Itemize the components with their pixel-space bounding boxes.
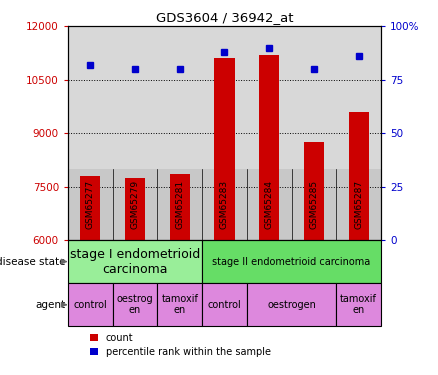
- Bar: [68, 169, 381, 240]
- Text: GSM65283: GSM65283: [220, 180, 229, 229]
- Bar: [259, 55, 279, 240]
- Bar: [202, 240, 381, 283]
- Text: oestrogen: oestrogen: [267, 300, 316, 310]
- Bar: [113, 283, 157, 326]
- Bar: [157, 283, 202, 326]
- Text: tamoxif
en: tamoxif en: [161, 294, 198, 315]
- Title: GDS3604 / 36942_at: GDS3604 / 36942_at: [156, 11, 293, 24]
- Text: control: control: [208, 300, 241, 310]
- Bar: [80, 176, 100, 240]
- Text: oestrog
en: oestrog en: [117, 294, 153, 315]
- Text: GSM65285: GSM65285: [310, 180, 318, 229]
- Bar: [336, 283, 381, 326]
- Bar: [68, 283, 113, 326]
- Bar: [349, 112, 369, 240]
- Text: GSM65281: GSM65281: [175, 180, 184, 229]
- Bar: [125, 178, 145, 240]
- Bar: [68, 240, 202, 283]
- Bar: [202, 283, 247, 326]
- Bar: [215, 58, 234, 240]
- Text: GSM65277: GSM65277: [86, 180, 95, 229]
- Text: agent: agent: [35, 300, 66, 310]
- Text: GSM65287: GSM65287: [354, 180, 363, 229]
- Bar: [170, 174, 190, 240]
- Text: control: control: [74, 300, 107, 310]
- Legend: count, percentile rank within the sample: count, percentile rank within the sample: [88, 331, 273, 359]
- Text: tamoxif
en: tamoxif en: [340, 294, 377, 315]
- Text: GSM65284: GSM65284: [265, 180, 274, 229]
- Text: disease state: disease state: [0, 256, 66, 267]
- Text: GSM65279: GSM65279: [131, 180, 139, 229]
- Text: stage I endometrioid
carcinoma: stage I endometrioid carcinoma: [70, 248, 200, 276]
- Text: stage II endometrioid carcinoma: stage II endometrioid carcinoma: [212, 256, 371, 267]
- Bar: [304, 142, 324, 240]
- Bar: [247, 283, 336, 326]
